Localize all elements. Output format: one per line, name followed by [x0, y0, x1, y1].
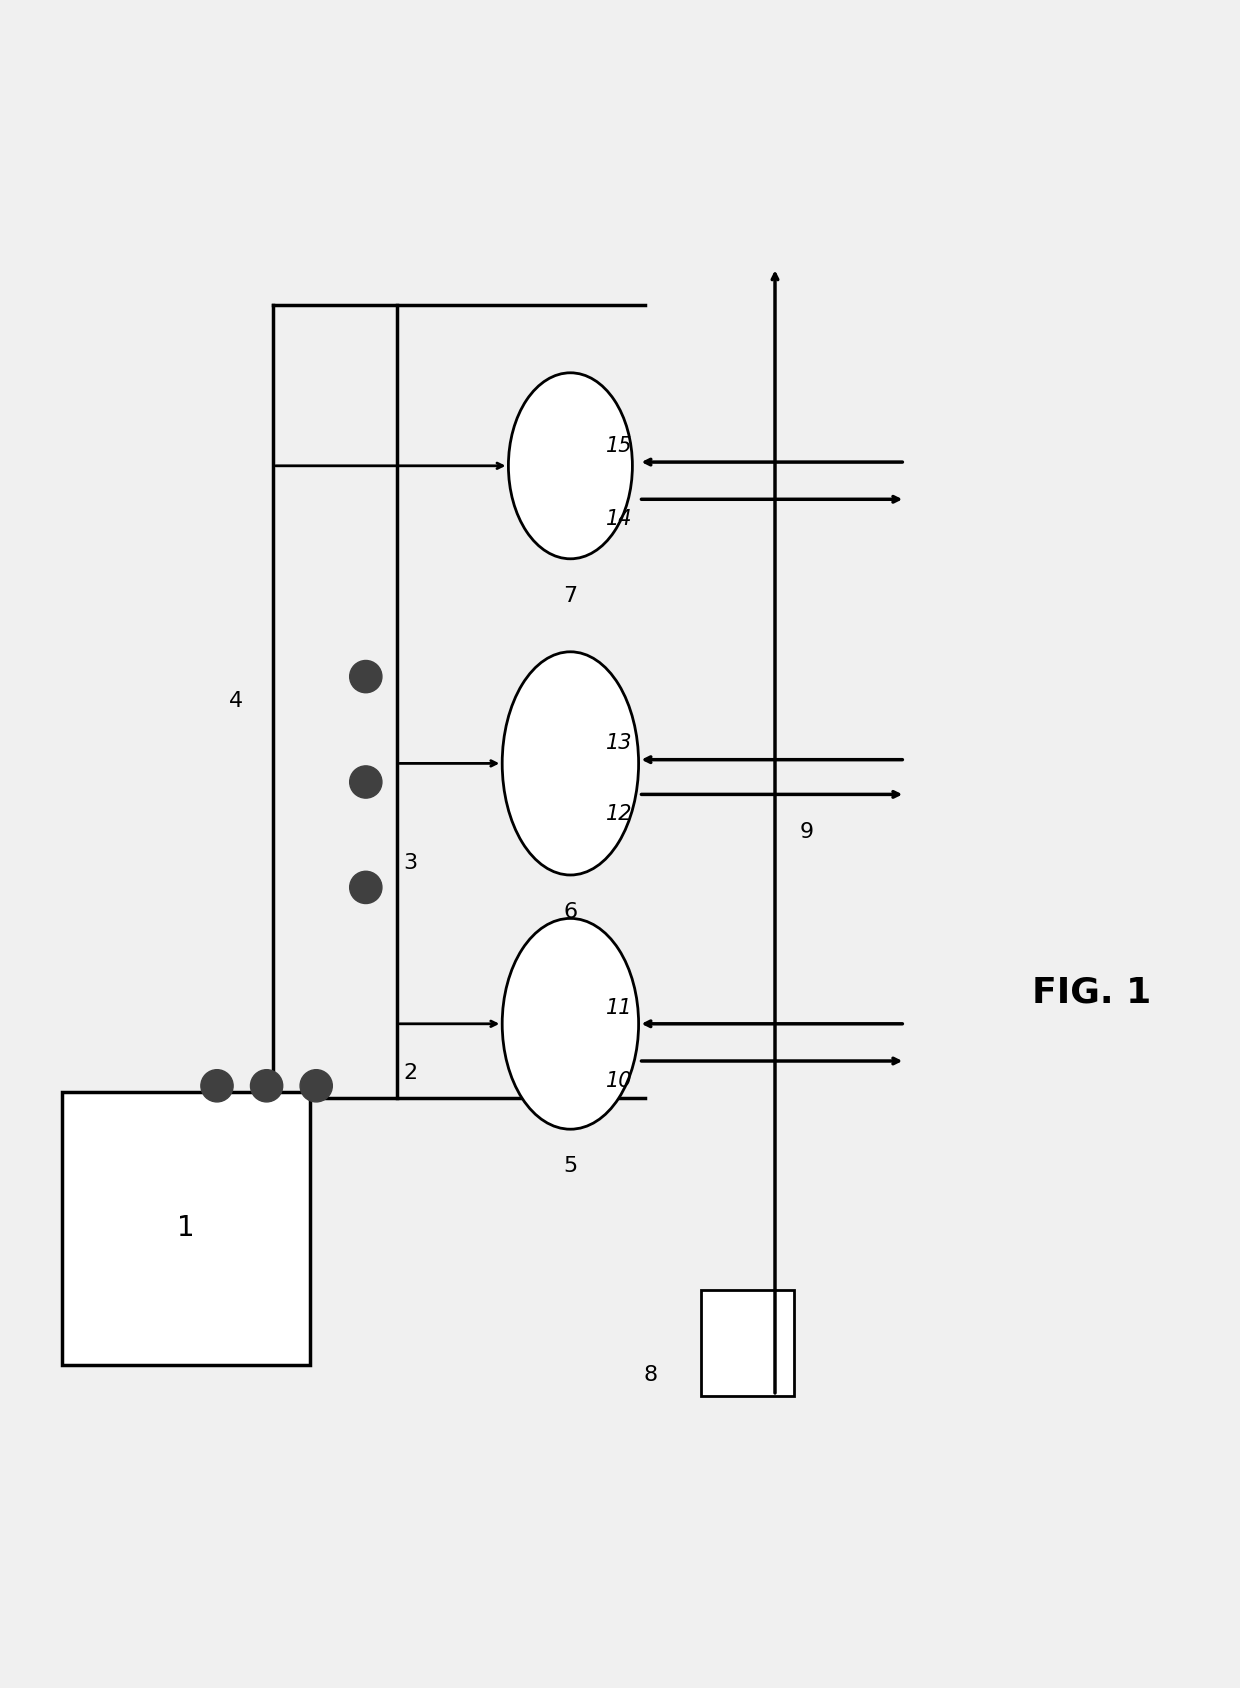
Text: 7: 7: [563, 586, 578, 606]
Circle shape: [250, 1070, 283, 1102]
Text: 6: 6: [563, 903, 578, 922]
Text: 10: 10: [606, 1070, 632, 1090]
Circle shape: [350, 871, 382, 903]
Text: 11: 11: [606, 998, 632, 1018]
Text: 3: 3: [403, 852, 417, 873]
Circle shape: [300, 1070, 332, 1102]
Text: 2: 2: [403, 1063, 417, 1084]
Text: 1: 1: [177, 1214, 195, 1242]
Ellipse shape: [502, 652, 639, 874]
Bar: [62, 1092, 310, 1366]
Ellipse shape: [502, 918, 639, 1129]
Text: 14: 14: [606, 510, 632, 530]
Text: 4: 4: [228, 692, 243, 711]
Circle shape: [350, 660, 382, 692]
Circle shape: [350, 766, 382, 798]
Circle shape: [201, 1070, 233, 1102]
Text: 8: 8: [644, 1364, 658, 1384]
Ellipse shape: [508, 373, 632, 559]
Text: 12: 12: [606, 803, 632, 824]
Text: 9: 9: [800, 822, 813, 842]
Text: 15: 15: [606, 436, 632, 456]
Text: 13: 13: [606, 734, 632, 753]
Text: FIG. 1: FIG. 1: [1032, 976, 1151, 1009]
Text: 5: 5: [563, 1156, 578, 1177]
Bar: [701, 1290, 794, 1396]
